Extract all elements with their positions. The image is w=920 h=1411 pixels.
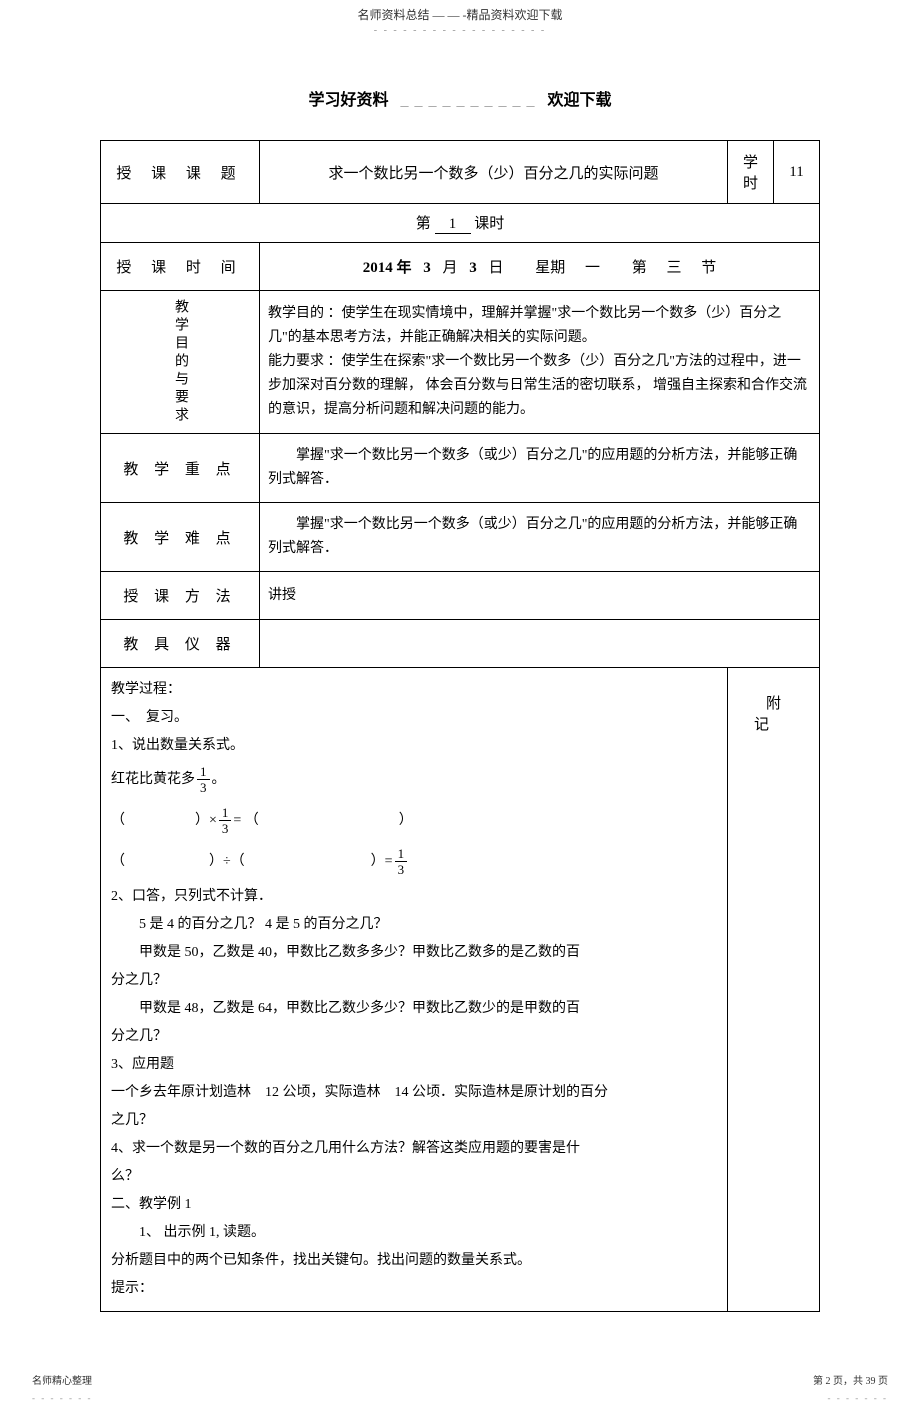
top-header-dots: - - - - - - - - - - - - - - - - - - <box>0 25 920 36</box>
process-l10b: 分之几？ <box>111 1023 717 1051</box>
process-l6: （ ）÷（ ）= 1 3 <box>111 846 717 877</box>
process-l5b: = （ ） <box>233 807 412 835</box>
frac-d: 3 <box>219 821 232 836</box>
weekday-value: 一 <box>585 256 600 277</box>
frac-d: 3 <box>395 862 408 877</box>
date-day: 日 <box>488 256 503 277</box>
lesson-plan: 授 课 课 题 求一个数比另一个数多（少）百分之几的实际问题 学时 11 第 1… <box>100 140 820 1312</box>
period-prefix: 第 <box>416 216 431 232</box>
frac-1-3-b: 1 3 <box>219 805 232 836</box>
row-process: 教学过程： 一、 复习。 1、说出数量关系式。 红花比黄花多 1 3 。 <box>101 668 820 1312</box>
date-day-n: 3 <box>469 260 477 277</box>
period-suffix: 课时 <box>474 216 504 232</box>
process-l17: 提示： <box>111 1275 717 1303</box>
row-objective: 教学目的与要求 教学目的 ：使学生在现实情境中，理解并掌握"求一个数比另一个数多… <box>101 291 820 434</box>
section-value: 三 <box>667 256 682 277</box>
date-month-n: 3 <box>423 260 431 277</box>
fuji-cell: 附记 <box>728 668 820 1312</box>
process-l4-pre: 红花比黄花多 <box>111 766 195 794</box>
date-month: 月 <box>442 256 457 277</box>
process-l8: 5 是 4 的百分之几？ 4 是 5 的百分之几？ <box>111 911 717 939</box>
footer: 名师精心整理 第 2 页，共 39 页 <box>0 1312 920 1393</box>
row-title: 授 课 课 题 求一个数比另一个数多（少）百分之几的实际问题 学时 11 <box>101 141 820 204</box>
page: 名师资料总结 — — -精品资料欢迎下载 - - - - - - - - - -… <box>0 0 920 1411</box>
hours-value: 11 <box>774 141 820 204</box>
footer-left: 名师精心整理 <box>32 1372 92 1387</box>
label-method: 授 课 方 法 <box>101 572 260 620</box>
process-l11: 3、应用题 <box>111 1051 717 1079</box>
frac-n: 1 <box>219 805 232 821</box>
footer-dots-right: - - - - - - - <box>828 1393 888 1403</box>
process-l3: 1、说出数量关系式。 <box>111 732 717 760</box>
process-l9b: 分之几？ <box>111 967 717 995</box>
process-l1: 教学过程： <box>111 676 717 704</box>
process-l15: 1、 出示例 1, 读题。 <box>111 1219 717 1247</box>
process-l4: 红花比黄花多 1 3 。 <box>111 764 717 795</box>
process-l13b: 么？ <box>111 1163 717 1191</box>
lesson-table: 授 课 课 题 求一个数比另一个数多（少）百分之几的实际问题 学时 11 第 1… <box>100 140 820 1312</box>
objective-p2: 能力要求 ：使学生在探索"求一个数比另一个数多（少）百分之几"方法的过程中，进一… <box>268 350 811 422</box>
process-l6a: （ ）÷（ ）= <box>111 848 393 876</box>
footer-right: 第 2 页，共 39 页 <box>813 1372 888 1387</box>
footer-dots: - - - - - - - - - - - - - - <box>0 1393 920 1411</box>
process-l16: 分析题目中的两个已知条件，找出关键句。找出问题的数量关系式。 <box>111 1247 717 1275</box>
sub-header: 学习好资料 _ _ _ _ _ _ _ _ _ _ 欢迎下载 <box>0 36 920 120</box>
process-l14: 二、教学例 1 <box>111 1191 717 1219</box>
period-cell: 第 1 课时 <box>101 204 820 243</box>
label-apparatus: 教 具 仪 器 <box>101 620 260 668</box>
label-difficulty: 教 学 难 点 <box>101 503 260 572</box>
difficulty-text: 掌握"求一个数比另一个数多（或少）百分之几"的应用题的分析方法，并能够正确列式解… <box>260 503 820 572</box>
label-objective: 教学目的与要求 <box>101 291 260 434</box>
process-body: 教学过程： 一、 复习。 1、说出数量关系式。 红花比黄花多 1 3 。 <box>101 668 727 1311</box>
objective-p1: 教学目的 ：使学生在现实情境中，理解并掌握"求一个数比另一个数多（少）百分之几"… <box>268 302 811 350</box>
objective-text: 教学目的 ：使学生在现实情境中，理解并掌握"求一个数比另一个数多（少）百分之几"… <box>260 291 820 434</box>
frac-1-3-a: 1 3 <box>197 764 210 795</box>
row-teach-time: 授 课 时 间 2014 年 3 月 3 日 星期 一 第 三 节 <box>101 243 820 291</box>
footer-dots-left: - - - - - - - <box>32 1393 92 1403</box>
label-key: 教 学 重 点 <box>101 434 260 503</box>
row-method: 授 课 方 法 讲授 <box>101 572 820 620</box>
frac-n: 1 <box>395 846 408 862</box>
weekday-label: 星期 <box>535 256 565 277</box>
process-l12: 一个乡去年原计划造林 12 公顷，实际造林 14 公顷．实际造林是原计划的百分 <box>111 1079 717 1107</box>
process-l7: 2、口答，只列式不计算． <box>111 883 717 911</box>
date-year: 2014 年 <box>363 256 412 277</box>
teach-date: 2014 年 3 月 3 日 星期 一 第 三 节 <box>260 243 820 291</box>
row-apparatus: 教 具 仪 器 <box>101 620 820 668</box>
frac-n: 1 <box>197 764 210 780</box>
process-l5: （ ）× 1 3 = （ ） <box>111 805 717 836</box>
method-value: 讲授 <box>260 572 820 620</box>
process-cell: 教学过程： 一、 复习。 1、说出数量关系式。 红花比黄花多 1 3 。 <box>101 668 728 1312</box>
process-l10: 甲数是 48，乙数是 64，甲数比乙数少多少？甲数比乙数少的是甲数的百 <box>111 995 717 1023</box>
label-hours: 学时 <box>728 141 774 204</box>
row-difficulty: 教 学 难 点 掌握"求一个数比另一个数多（或少）百分之几"的应用题的分析方法，… <box>101 503 820 572</box>
process-l5a: （ ）× <box>111 807 217 835</box>
sub-header-left: 学习好资料 <box>308 92 388 109</box>
key-text: 掌握"求一个数比另一个数多（或少）百分之几"的应用题的分析方法，并能够正确列式解… <box>260 434 820 503</box>
process-l9: 甲数是 50，乙数是 40，甲数比乙数多多少？甲数比乙数多的是乙数的百 <box>111 939 717 967</box>
process-l12b: 之几？ <box>111 1107 717 1135</box>
label-teach-time: 授 课 时 间 <box>101 243 260 291</box>
process-l2: 一、 复习。 <box>111 704 717 732</box>
sub-header-right: 欢迎下载 <box>548 92 612 109</box>
lesson-title: 求一个数比另一个数多（少）百分之几的实际问题 <box>260 141 728 204</box>
process-l4-post: 。 <box>212 766 226 794</box>
label-lesson-title: 授 课 课 题 <box>101 141 260 204</box>
apparatus-value <box>260 620 820 668</box>
top-header: 名师资料总结 — — -精品资料欢迎下载 <box>0 0 920 25</box>
period-value: 1 <box>435 216 471 234</box>
section-label: 第 <box>632 256 647 277</box>
row-key: 教 学 重 点 掌握"求一个数比另一个数多（或少）百分之几"的应用题的分析方法，… <box>101 434 820 503</box>
process-l13: 4、求一个数是另一个数的百分之几用什么方法？解答这类应用题的要害是什 <box>111 1135 717 1163</box>
row-period: 第 1 课时 <box>101 204 820 243</box>
frac-1-3-c: 1 3 <box>395 846 408 877</box>
section-suffix: 节 <box>701 256 716 277</box>
sub-header-dashes: _ _ _ _ _ _ _ _ _ _ <box>401 92 536 109</box>
frac-d: 3 <box>197 780 210 795</box>
